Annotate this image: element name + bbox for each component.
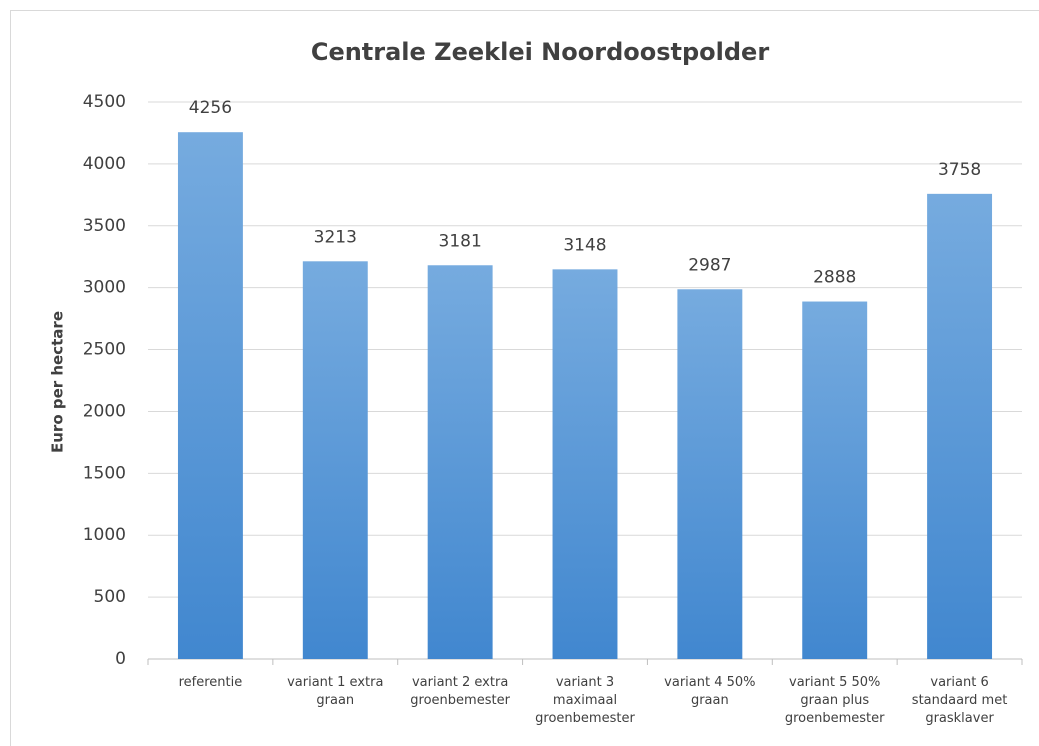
value-label: 4256 (189, 98, 232, 118)
bar (677, 289, 743, 659)
bar (427, 265, 493, 659)
chart-title: Centrale Zeeklei Noordoostpolder (311, 38, 770, 66)
y-tick-label: 0 (115, 649, 126, 669)
y-tick-label: 500 (94, 587, 126, 607)
x-tick-label: variant 6 standaard met grasklaver (911, 675, 1008, 726)
chart-border (10, 10, 1039, 746)
y-tick-label: 2500 (83, 340, 126, 360)
y-axis-label: Euro per hectare (49, 311, 67, 453)
x-tick-label: variant 3 maximaal groenbemester (535, 675, 635, 726)
bar (552, 269, 618, 659)
y-tick-label: 2000 (83, 401, 126, 421)
y-tick-label: 3000 (83, 278, 126, 298)
value-label: 2987 (688, 255, 731, 275)
value-label: 3181 (439, 231, 482, 251)
x-tick-label: variant 5 50% graan plus groenbemester (784, 675, 885, 726)
x-tick-label: variant 4 50% graan (664, 675, 756, 708)
y-tick-label: 1500 (83, 463, 126, 483)
x-tick-label: variant 1 extra graan (287, 675, 384, 708)
x-tick-label: referentie (178, 675, 243, 690)
value-label: 3758 (938, 160, 981, 180)
bar (802, 301, 868, 659)
y-tick-label: 4000 (83, 154, 126, 174)
bar (302, 261, 368, 659)
x-tick-label: variant 2 extra groenbemester (410, 675, 510, 708)
y-tick-label: 3500 (83, 216, 126, 236)
bar (177, 132, 243, 659)
value-label: 3213 (314, 227, 357, 247)
y-tick-label: 4500 (83, 92, 126, 112)
value-label: 3148 (563, 235, 606, 255)
y-tick-label: 1000 (83, 525, 126, 545)
bar (927, 193, 993, 659)
value-label: 2888 (813, 268, 856, 288)
